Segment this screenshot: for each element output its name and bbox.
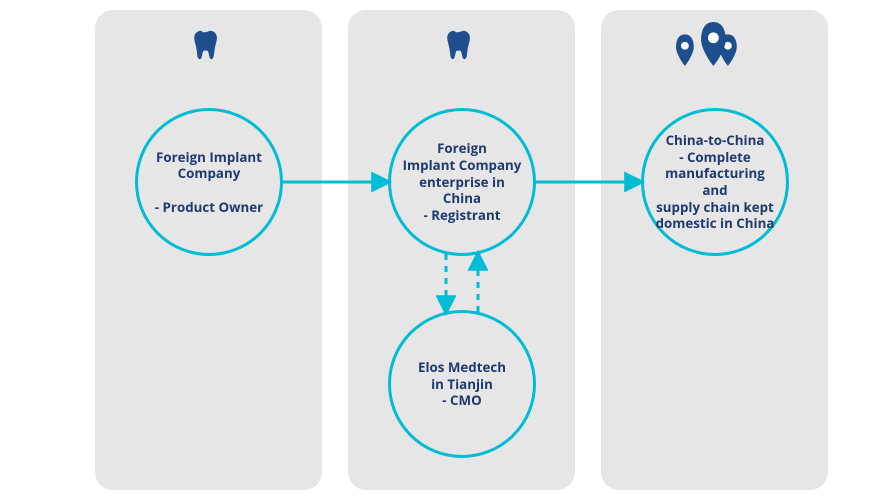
node-foreign-implant-china: ForeignImplant Companyenterprise in Chin… [388, 108, 536, 256]
diagram-stage: Foreign ImplantCompany- Product Owner Fo… [0, 0, 884, 500]
node-label: Elos Medtechin Tianjin- CMO [410, 359, 514, 409]
tooth-icon [190, 28, 224, 62]
node-label: Foreign ImplantCompany- Product Owner [147, 149, 271, 216]
node-label: China-to-China- Completemanufacturing an… [644, 132, 786, 232]
node-elos-medtech-tianjin: Elos Medtechin Tianjin- CMO [388, 310, 536, 458]
map-pins-icon [676, 22, 751, 66]
node-china-to-china: China-to-China- Completemanufacturing an… [641, 108, 789, 256]
tooth-icon [443, 28, 477, 62]
node-foreign-implant-company: Foreign ImplantCompany- Product Owner [135, 108, 283, 256]
node-label: ForeignImplant Companyenterprise in Chin… [391, 140, 533, 223]
